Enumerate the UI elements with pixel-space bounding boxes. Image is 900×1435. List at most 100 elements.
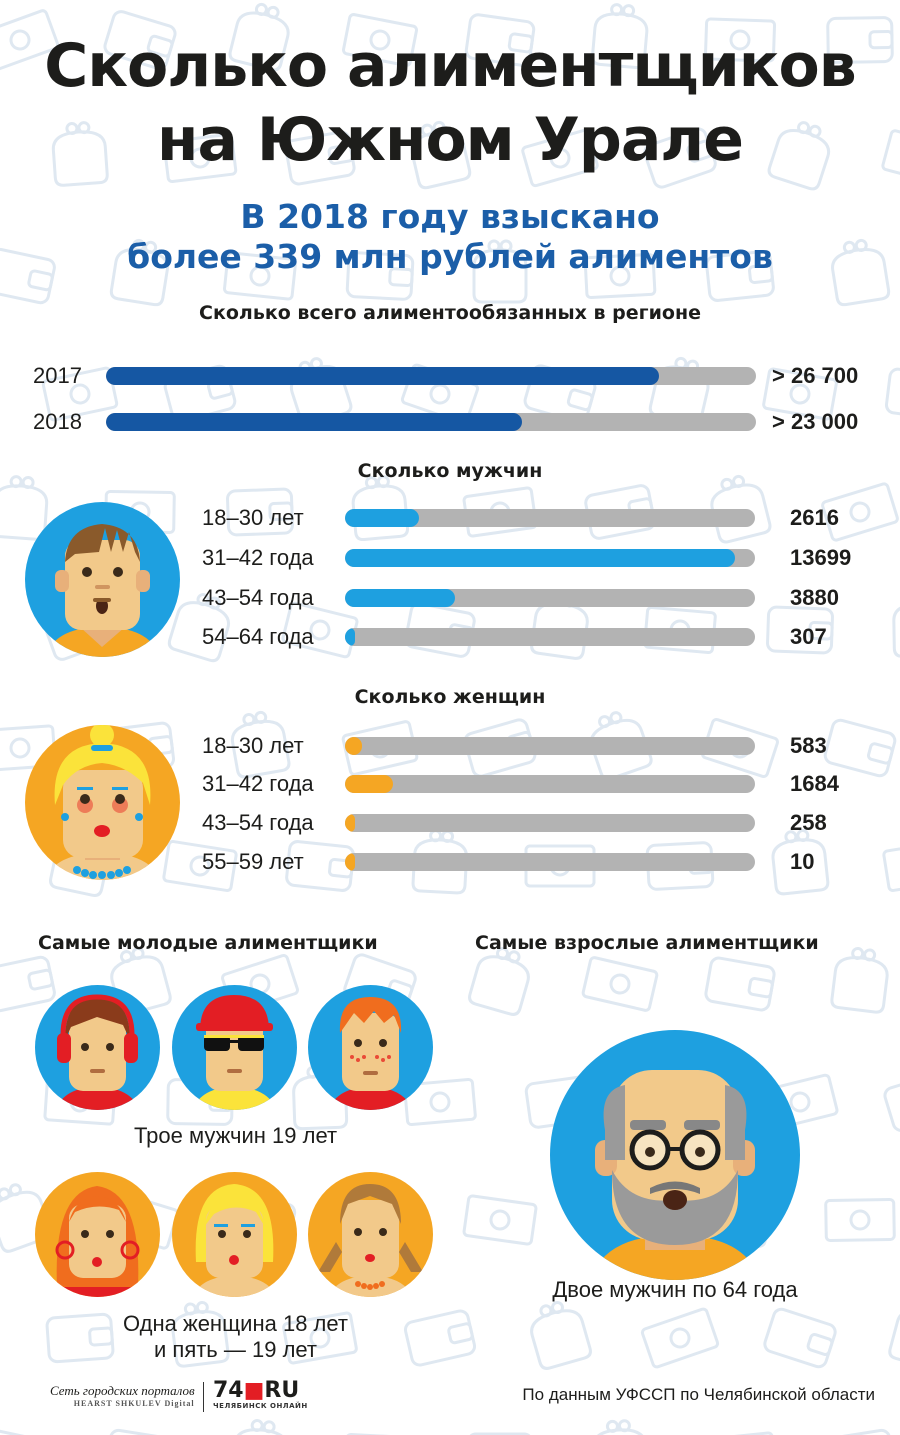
pattern-money-icon [763,1307,837,1369]
pattern-money-icon [703,17,777,63]
bar-track [345,737,755,755]
bar-category-label: 2018 [33,409,82,434]
pattern-money-icon [464,13,536,67]
pattern-money-icon [831,238,891,307]
pattern-money-icon [282,1311,358,1365]
pattern-money-icon [883,1072,900,1132]
pattern-money-icon [824,1428,896,1435]
pattern-money-icon [705,250,775,302]
bar-track [345,814,755,832]
bar-track [345,509,755,527]
pattern-money-icon [592,1419,649,1435]
logo-divider [203,1382,204,1412]
pattern-money-icon [643,127,717,189]
bar-value-label: > 26 700 [772,363,859,388]
bar-value-label: 2616 [790,505,839,530]
pattern-money-icon [882,840,900,892]
young-woman-blonde-avatar-icon [172,1172,297,1297]
pattern-money-icon [410,120,472,190]
pattern-money-icon [472,239,528,304]
pattern-money-icon [710,474,772,544]
oldest-heading: Самые взрослые алиментщики [475,932,819,954]
pattern-money-icon [222,251,298,301]
bar-fill [345,853,355,871]
pattern-money-icon [162,132,238,184]
pattern-money-icon [351,475,410,542]
bar-category-label: 31–42 года [202,771,314,796]
logo1-subtext: HEARST SHKULEV Digital [73,1399,195,1408]
pattern-money-icon [230,710,291,779]
pattern-money-icon [167,593,230,663]
pattern-money-icon [469,1432,531,1435]
pattern-money-icon [823,718,897,778]
pattern-money-icon [640,1307,720,1369]
pattern-money-icon [892,602,900,658]
pattern-money-icon [881,129,900,187]
bar-value-label: 307 [790,624,827,649]
bar-fill [106,413,522,431]
bar-track [345,775,755,793]
bar-category-label: 55–59 лет [202,849,304,874]
bar-fill [345,509,420,527]
pattern-money-icon [341,13,419,67]
pattern-money-icon [821,482,899,542]
pattern-money-icon [581,956,659,1012]
logo2-subtext: ЧЕЛЯБИНСК ОНЛАЙН [213,1402,308,1410]
logo2-number: 74 [213,1378,244,1403]
pattern-money-icon [468,947,530,1016]
bar-fill [106,367,659,385]
man-avatar-icon [25,502,180,657]
pattern-money-icon [104,1428,176,1435]
pattern-money-icon [583,252,657,300]
bar-fill [345,775,393,793]
pattern-money-icon [109,238,169,307]
pattern-money-icon [51,121,109,187]
subtitle-line1: В 2018 году взыскано [240,197,660,236]
chart-title: Сколько женщин [354,686,546,708]
pattern-money-icon [41,366,119,422]
bar-value-label: 1684 [790,771,839,796]
bar-category-label: 43–54 года [202,585,314,610]
pattern-money-icon [826,16,894,64]
pattern-money-icon [403,1309,477,1367]
pattern-money-icon [45,1312,115,1364]
logo2-ru: RU [264,1378,300,1403]
bar-fill [345,589,456,607]
bar-track [345,549,755,567]
bar-track [106,413,756,431]
old-man-glasses-avatar-icon [550,1030,800,1280]
pattern-money-icon [162,840,238,892]
bar-value-label: 3880 [790,585,839,610]
young-women-caption-line1: Одна женщина 18 лет [123,1311,348,1336]
74ru-logo: 74■RU ЧЕЛЯБИНСК ОНЛАЙН [213,1380,308,1411]
bar-fill [345,628,355,646]
pattern-money-icon [767,121,831,191]
bar-track [345,853,755,871]
pattern-money-icon [704,956,776,1012]
pattern-money-icon [228,2,290,72]
pattern-money-icon [521,128,599,188]
pattern-money-icon [590,3,649,70]
bar-value-label: > 23 000 [772,409,859,434]
bar-fill [345,814,355,832]
pattern-money-icon [403,1077,477,1127]
bar-track [345,628,755,646]
bar-category-label: 54–64 года [202,624,314,649]
pattern-money-icon [830,946,889,1014]
old-men-caption: Двое мужчин по 64 года [552,1277,798,1302]
young-woman-earrings-avatar-icon [35,1172,160,1297]
pattern-money-icon [103,10,177,70]
bar-track [345,589,755,607]
pattern-money-icon [284,130,356,186]
pattern-money-icon [462,1194,538,1246]
logo1-text: Сеть городских порталов [50,1383,195,1398]
pattern-money-icon [0,9,60,71]
pattern-money-icon [888,1309,900,1370]
bar-category-label: 2017 [33,363,82,388]
bar-fill [345,737,362,755]
young-women-caption-line2: и пять — 19 лет [154,1337,317,1362]
bar-value-label: 583 [790,733,827,758]
logo2-dot: ■ [243,1378,265,1403]
bar-category-label: 18–30 лет [202,505,304,530]
